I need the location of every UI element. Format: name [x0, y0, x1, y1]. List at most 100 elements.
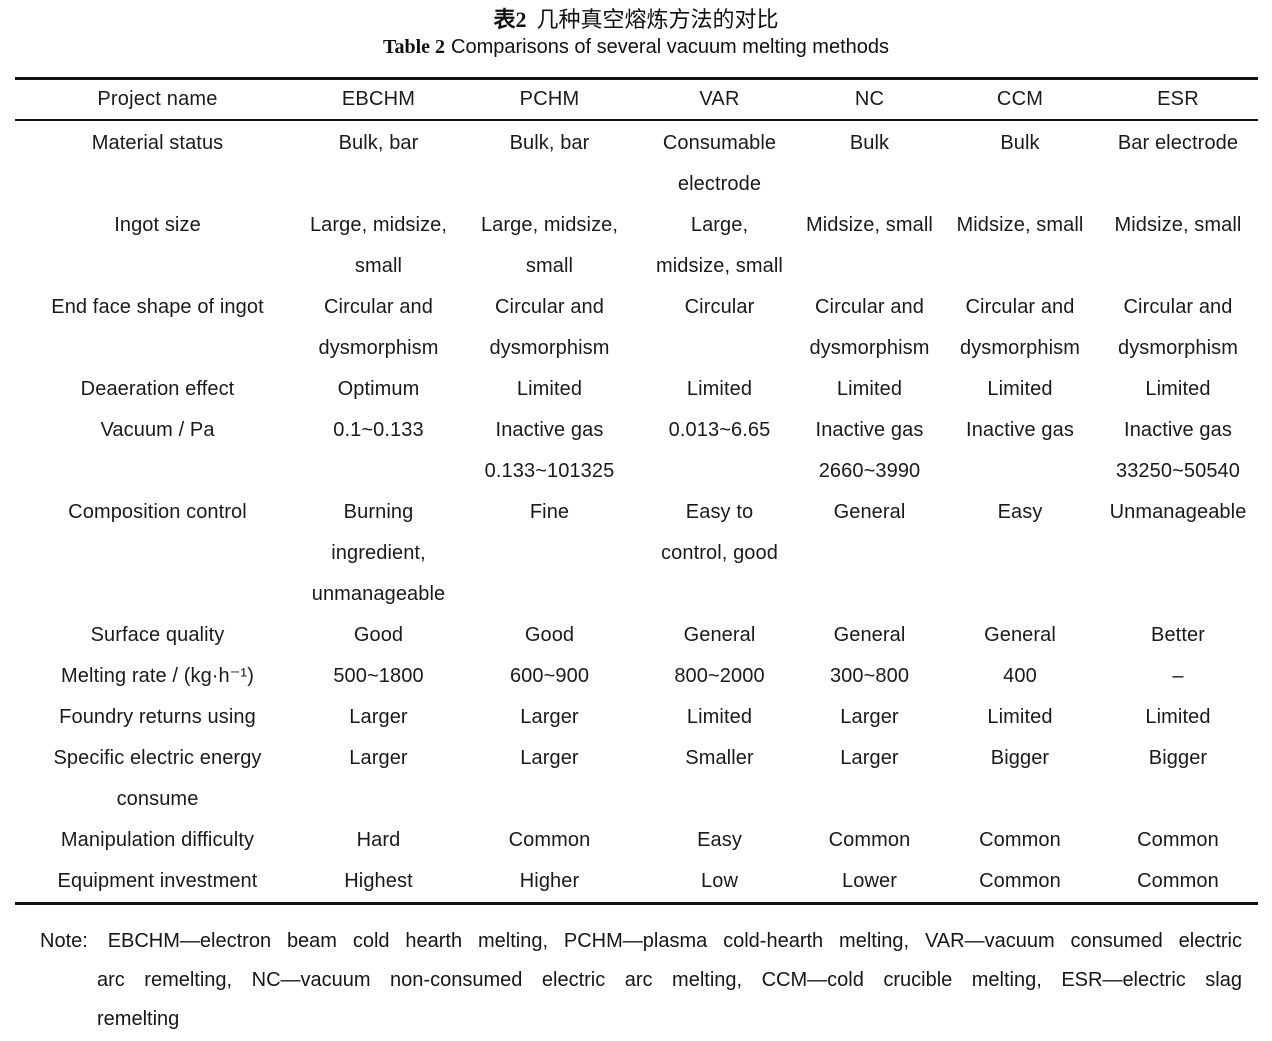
table-cell: General — [833, 501, 906, 523]
table-cell: Bigger — [1148, 747, 1208, 769]
note-line-3: remelting — [97, 1008, 180, 1030]
table-cell: 0.013~6.65 — [668, 419, 771, 441]
table-cell: Large, midsize, small — [656, 214, 783, 277]
caption-english: Table 2 Comparisons of several vacuum mel… — [0, 34, 1272, 61]
table-cell: Large, midsize, small — [480, 214, 619, 277]
table-cell: Limited — [686, 706, 753, 728]
table-cell: Larger — [349, 747, 408, 769]
table-cell: General — [984, 624, 1056, 646]
table-cell: Good — [524, 624, 575, 646]
table-caption: 表2 几种真空熔炼方法的对比 Table 2 Comparisons of seve… — [0, 0, 1272, 61]
note-line-1: Note: EBCHM—electron beam cold hearth me… — [40, 922, 1242, 961]
table-cell: Circular and dysmorphism — [809, 296, 930, 359]
row-label: Foundry returns using — [59, 706, 256, 728]
table-cell: Highest — [344, 870, 413, 892]
table-cell: Bulk, bar — [509, 132, 590, 154]
table-cell: Limited — [516, 378, 583, 400]
table-cell: Unmanageable — [1109, 501, 1247, 523]
table-cell: General — [683, 624, 756, 646]
row-label: Composition control — [68, 501, 247, 523]
table-row-end-face-shape: End face shape of ingot Circular and dys… — [15, 287, 1258, 369]
table-cell: Inactive gas 2660~3990 — [815, 419, 924, 482]
table-cell: 500~1800 — [333, 665, 424, 687]
table-cell: Inactive gas — [966, 419, 1074, 441]
table-cell: Low — [701, 870, 738, 892]
table-row-ingot-size: Ingot size Large, midsize, small Large, … — [15, 205, 1258, 287]
row-label: Deaeration effect — [80, 378, 235, 400]
table-cell: Consumable electrode — [662, 132, 777, 195]
table-cell: 400 — [1003, 665, 1037, 687]
table-row-deaeration-effect: Deaeration effect Optimum Limited Limite… — [15, 369, 1258, 410]
table-cell: 0.1~0.133 — [333, 419, 424, 441]
table-row-vacuum: Vacuum / Pa 0.1~0.133 Inactive gas 0.133… — [15, 410, 1258, 492]
table-cell: Better — [1151, 624, 1205, 646]
column-header-ebchm: EBCHM — [300, 78, 457, 121]
row-label: Surface quality — [90, 624, 225, 646]
table-cell: – — [1172, 665, 1184, 687]
note-line-2: arc remelting, NC—vacuum non-consumed el… — [97, 969, 1242, 991]
header-row: Project name EBCHM PCHM VAR NC CCM ESR — [15, 78, 1258, 121]
table-cell: Larger — [349, 706, 408, 728]
note-text-line-1: EBCHM—electron beam cold hearth melting,… — [107, 930, 1242, 952]
table-note: Note: EBCHM—electron beam cold hearth me… — [40, 922, 1242, 1039]
column-header-esr: ESR — [1098, 78, 1258, 121]
table-cell: Common — [1137, 829, 1219, 851]
table-cell: Bar electrode — [1117, 132, 1239, 154]
table-cell: Limited — [1145, 378, 1211, 400]
table-cell: Easy — [697, 829, 742, 851]
column-header-pchm: PCHM — [457, 78, 642, 121]
table-row-surface-quality: Surface quality Good Good General Genera… — [15, 615, 1258, 656]
table-cell: Common — [979, 829, 1061, 851]
caption-chinese: 表2 几种真空熔炼方法的对比 — [0, 6, 1272, 34]
table-row-foundry-returns: Foundry returns using Larger Larger Limi… — [15, 697, 1258, 738]
row-label: Vacuum / Pa — [100, 419, 215, 441]
column-header-ccm: CCM — [942, 78, 1098, 121]
table-cell: Good — [353, 624, 404, 646]
row-label: Material status — [91, 132, 224, 154]
note-prefix: Note: — [40, 930, 88, 952]
comparison-table: Project name EBCHM PCHM VAR NC CCM ESR M… — [15, 77, 1258, 905]
table-cell: Midsize, small — [956, 214, 1084, 236]
table-cell: Larger — [840, 706, 899, 728]
table-cell: Large, midsize, small — [309, 214, 448, 277]
table-cell: Circular and dysmorphism — [959, 296, 1081, 359]
table-row-composition-control: Composition control Burning ingredient, … — [15, 492, 1258, 615]
table-cell: Circular — [684, 296, 755, 318]
table-cell: 300~800 — [829, 665, 910, 687]
table-cell: Bulk — [1000, 132, 1040, 154]
row-label: Manipulation difficulty — [60, 829, 255, 851]
table-cell: 800~2000 — [674, 665, 765, 687]
table-cell: Lower — [842, 870, 897, 892]
table-cell: Burning ingredient, unmanageable — [311, 501, 446, 605]
table-row-equipment-investment: Equipment investment Highest Higher Low … — [15, 861, 1258, 904]
table-cell: Common — [508, 829, 591, 851]
row-label: Equipment investment — [57, 870, 258, 892]
table-cell: Bulk — [849, 132, 890, 154]
table-row-specific-energy: Specific electric energy consume Larger … — [15, 738, 1258, 820]
table-cell: Common — [1137, 870, 1219, 892]
table-cell: Limited — [836, 378, 903, 400]
table-cell: Midsize, small — [806, 214, 933, 236]
table-cell: Smaller — [685, 747, 754, 769]
table-row-manipulation-difficulty: Manipulation difficulty Hard Common Easy… — [15, 820, 1258, 861]
table-cell: Optimum — [337, 378, 420, 400]
table-cell: 600~900 — [509, 665, 590, 687]
table-cell: Inactive gas 33250~50540 — [1115, 419, 1240, 482]
column-header-var: VAR — [642, 78, 797, 121]
table-cell: Hard — [356, 829, 401, 851]
table-cell: Inactive gas 0.133~101325 — [484, 419, 615, 482]
table-cell: Easy — [997, 501, 1043, 523]
caption-zh-label: 表2 — [493, 7, 527, 32]
caption-en-text: Comparisons of several vacuum melting me… — [451, 36, 890, 58]
table-row-melting-rate: Melting rate / (kg·h⁻¹) 500~1800 600~900… — [15, 656, 1258, 697]
table-cell: Circular and dysmorphism — [1117, 296, 1239, 359]
table-cell: Larger — [840, 747, 899, 769]
table-cell: Bulk, bar — [338, 132, 419, 154]
table-cell: Common — [979, 870, 1061, 892]
row-label: End face shape of ingot — [51, 296, 264, 318]
column-header-nc: NC — [797, 78, 942, 121]
caption-en-label: Table 2 — [382, 36, 446, 58]
table-cell: Bigger — [990, 747, 1050, 769]
caption-zh-text: 几种真空熔炼方法的对比 — [536, 7, 779, 32]
